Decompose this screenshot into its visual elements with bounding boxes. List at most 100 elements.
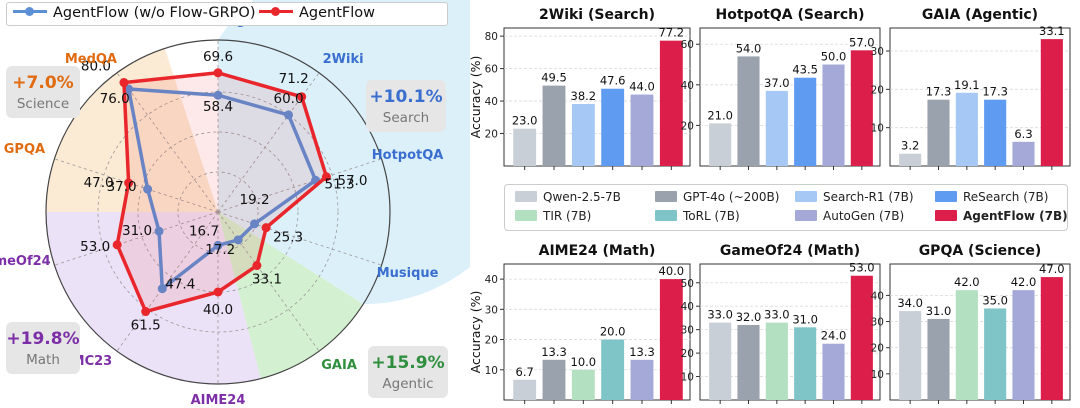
legend-item-torl: ToRL (7B) — [655, 209, 740, 223]
bar-value-label: 35.0 — [982, 293, 1008, 307]
bar-value-label: 13.3 — [541, 345, 567, 359]
bar-value-label: 33.0 — [707, 308, 733, 322]
bar-value-label: 6.3 — [1014, 127, 1032, 141]
gain-badge-agentic: +15.9% Agentic — [368, 346, 448, 398]
gain-badge-bg — [6, 66, 80, 118]
y-tick-label: 40 — [485, 274, 498, 286]
gain-badge-bg — [6, 322, 80, 374]
y-axis-label: Accuracy (%) — [468, 56, 483, 139]
radar-point — [252, 261, 262, 271]
bar-value-label: 33.1 — [1039, 24, 1065, 38]
radar-sector-0 — [218, 0, 470, 305]
radar-point — [261, 223, 271, 233]
radar-axis-label-medqa: MedQA — [65, 52, 117, 67]
radar-grid-ring — [177, 171, 259, 253]
bar-value-label: 77.2 — [659, 26, 685, 40]
bar-chart-gpqa-science: GPQA (Science) 10 20 30 40 34.031.0 42.035.042… — [871, 243, 1071, 404]
legend-item-research: ReSearch (7B) — [935, 190, 1048, 204]
radar-spoke — [217, 158, 382, 213]
y-tick-label: 10 — [871, 123, 884, 135]
radar-value-label: 76.0 — [100, 91, 130, 107]
radar-sector-1 — [218, 212, 364, 379]
gain-badge-bg — [368, 346, 448, 398]
bar-value-label: 3.2 — [901, 139, 919, 153]
radar-point — [213, 287, 223, 297]
legend-line-marker — [259, 7, 293, 16]
radar-point — [250, 219, 260, 229]
legend-item-wo-flow-grpo: AgentFlow (w/o Flow-GRPO) — [13, 5, 256, 21]
bar — [659, 279, 683, 400]
legend-item-gpt4o: GPT-4o (~200B) — [655, 190, 779, 204]
bar — [927, 318, 950, 400]
plot-frame — [699, 27, 881, 167]
bar — [1012, 290, 1035, 400]
radar-value-label: 58.4 — [203, 99, 233, 115]
radar-spoke — [217, 72, 320, 213]
bar-legend: Qwen-2.5-7B GPT-4o (~200B) Search-R1 (7B… — [504, 184, 1068, 231]
bar-value-label: 13.3 — [629, 345, 655, 359]
plot-frame — [699, 263, 881, 401]
bar — [601, 88, 625, 166]
bar-chart-title: AIME24 (Math) — [539, 243, 656, 259]
y-tick-label: 20 — [485, 335, 498, 347]
radar-axis-label-gaia: GAIA — [321, 358, 357, 373]
bar — [542, 85, 566, 166]
radar-value-label: 33.1 — [252, 272, 282, 288]
radar-outer-ring — [45, 39, 391, 385]
bar-value-label: 47.0 — [1039, 262, 1065, 276]
bar — [709, 322, 732, 400]
bar-chart-hotpotqa-search: HotpotQA (Search)20406021.054.037.043.55… — [681, 7, 881, 170]
radar-point — [124, 178, 134, 188]
radar-domain-sectors — [46, 0, 470, 385]
bar-chart-gaia-agentic: GAIA (Agentic) 10 20 30 3.2 17.3 19.1 17.3 6.3 33… — [871, 7, 1071, 170]
bar — [984, 308, 1007, 400]
bar-value-label: 37.0 — [764, 76, 790, 90]
radar-value-label: 37.0 — [107, 179, 137, 195]
y-tick-label: 80 — [485, 31, 498, 43]
bar — [955, 92, 978, 166]
legend-line-marker — [13, 7, 47, 16]
bar — [571, 369, 595, 400]
bar — [850, 275, 873, 400]
radar-axis-label-2wiki: 2Wiki — [323, 52, 364, 67]
radar-value-label: 19.2 — [239, 192, 269, 208]
bar — [737, 56, 760, 166]
bar — [1012, 141, 1035, 166]
bar — [513, 128, 537, 166]
gain-badge-domain: Math — [26, 352, 60, 368]
gain-badge-value: +15.9% — [371, 353, 444, 373]
bar-value-label: 40.0 — [659, 264, 685, 278]
bar-value-label: 50.0 — [821, 50, 847, 64]
gain-badge-domain: Search — [383, 110, 429, 126]
bar — [927, 99, 950, 166]
bar — [850, 50, 873, 166]
radar-chart: 58.4 60.0 51.3 19.2 17.2 16.7 47.4 31.0 37.0 76.0… — [0, 0, 470, 408]
radar-value-label: 71.2 — [279, 71, 309, 87]
radar-value-label: 53.0 — [80, 239, 110, 255]
bar-chart-title: 2Wiki (Search) — [539, 7, 655, 23]
y-axis-label: Accuracy (%) — [468, 291, 483, 374]
radar-value-label: 61.5 — [131, 318, 161, 334]
radar-spoke — [217, 211, 382, 266]
bar-value-label: 47.6 — [600, 74, 626, 88]
y-tick-label: 50 — [681, 278, 694, 290]
bar-chart-title: GAIA (Agentic) — [922, 7, 1038, 23]
plot-frame — [889, 263, 1071, 401]
bar — [899, 153, 922, 166]
radar-point — [112, 240, 122, 250]
bar — [822, 64, 845, 166]
plot-frame — [503, 27, 691, 167]
y-tick-label: 40 — [485, 96, 498, 108]
y-tick-label: 30 — [871, 317, 884, 329]
y-tick-label: 30 — [681, 325, 694, 337]
radar-point — [124, 84, 134, 94]
bar — [794, 327, 817, 400]
gain-badge-value: +19.8% — [6, 329, 79, 349]
y-tick-label: 60 — [681, 39, 694, 51]
bar — [765, 322, 788, 400]
bar-value-label: 32.0 — [736, 310, 762, 324]
radar-point — [284, 110, 294, 120]
bar — [737, 324, 760, 400]
